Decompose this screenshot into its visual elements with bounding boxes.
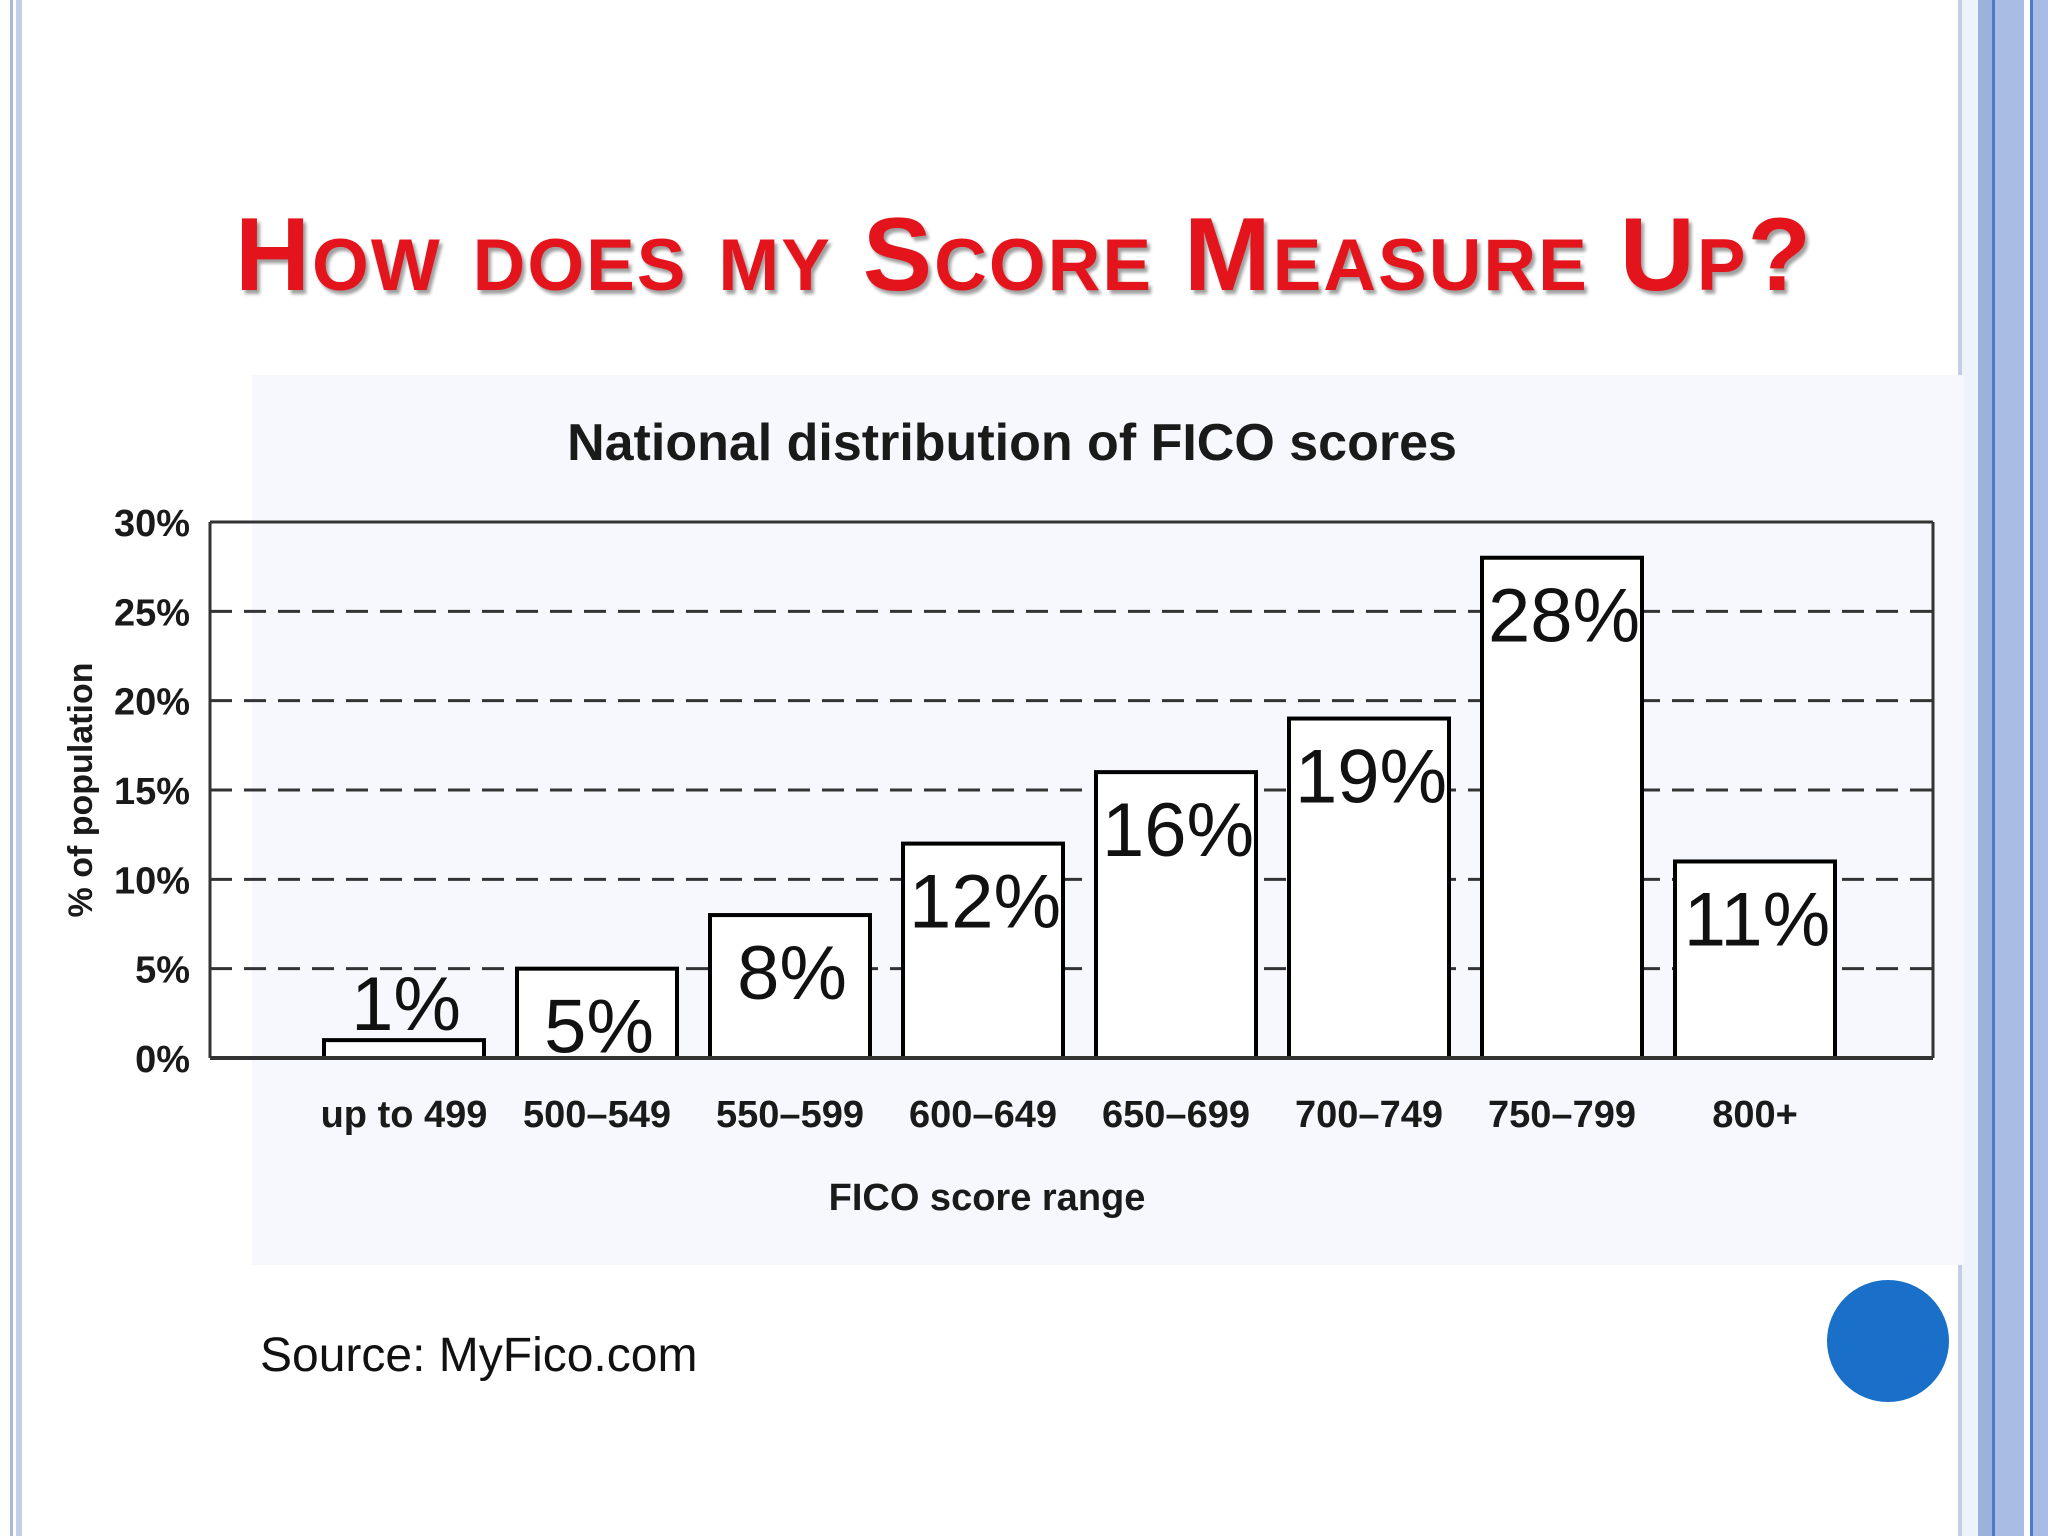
source-note: Source: MyFico.com	[260, 1329, 698, 1382]
data-label: 19%	[1295, 735, 1447, 820]
bar	[1287, 716, 1451, 1060]
y-tick-label: 5%	[135, 950, 190, 992]
y-tick-label: 0%	[135, 1039, 190, 1081]
x-axis-label: FICO score range	[829, 1177, 1146, 1219]
right-frame-border	[1958, 0, 2048, 1536]
data-label: 12%	[909, 860, 1061, 945]
bar	[1094, 770, 1258, 1061]
y-tick-label: 30%	[114, 503, 190, 545]
gridlines	[210, 609, 1933, 971]
y-tick-label: 20%	[114, 682, 190, 724]
data-label: 1%	[351, 962, 461, 1047]
data-labels: 1% 5% 8% 12% 16% 19% 28% 11%	[351, 574, 1830, 1070]
data-label: 16%	[1102, 788, 1254, 873]
slide-title: How does my Score Measure Up?	[234, 197, 1814, 313]
x-tick-label: 750–799	[1488, 1094, 1636, 1136]
y-tick-labels: 0% 5% 10% 15% 20% 25% 30%	[114, 503, 190, 1081]
bar	[901, 841, 1065, 1060]
data-label: 11%	[1684, 877, 1830, 962]
y-tick-label: 10%	[114, 860, 190, 902]
bar	[1673, 859, 1837, 1061]
data-label: 8%	[737, 931, 847, 1016]
x-tick-label: 500–549	[523, 1094, 671, 1136]
chart-title: National distribution of FICO scores	[567, 414, 1457, 472]
x-tick-labels: up to 499 500–549 550–599 600–649 650–699 700…	[321, 1094, 1798, 1136]
x-tick-label: 650–699	[1102, 1094, 1250, 1136]
bar	[708, 913, 872, 1060]
y-tick-label: 15%	[114, 771, 190, 813]
x-tick-label: 600–649	[909, 1094, 1057, 1136]
data-label: 5%	[544, 985, 654, 1070]
plot-frame	[208, 520, 1935, 1060]
decorative-dot	[1827, 1280, 1949, 1402]
x-tick-label: 550–599	[716, 1094, 864, 1136]
x-tick-label: up to 499	[321, 1094, 488, 1136]
left-frame-border	[0, 0, 22, 1536]
bar	[1480, 555, 1644, 1060]
x-tick-label: 800+	[1712, 1094, 1798, 1136]
data-label: 28%	[1488, 574, 1640, 659]
y-axis-label: % of population	[62, 663, 100, 918]
y-tick-label: 25%	[114, 592, 190, 634]
x-tick-label: 700–749	[1295, 1094, 1443, 1136]
